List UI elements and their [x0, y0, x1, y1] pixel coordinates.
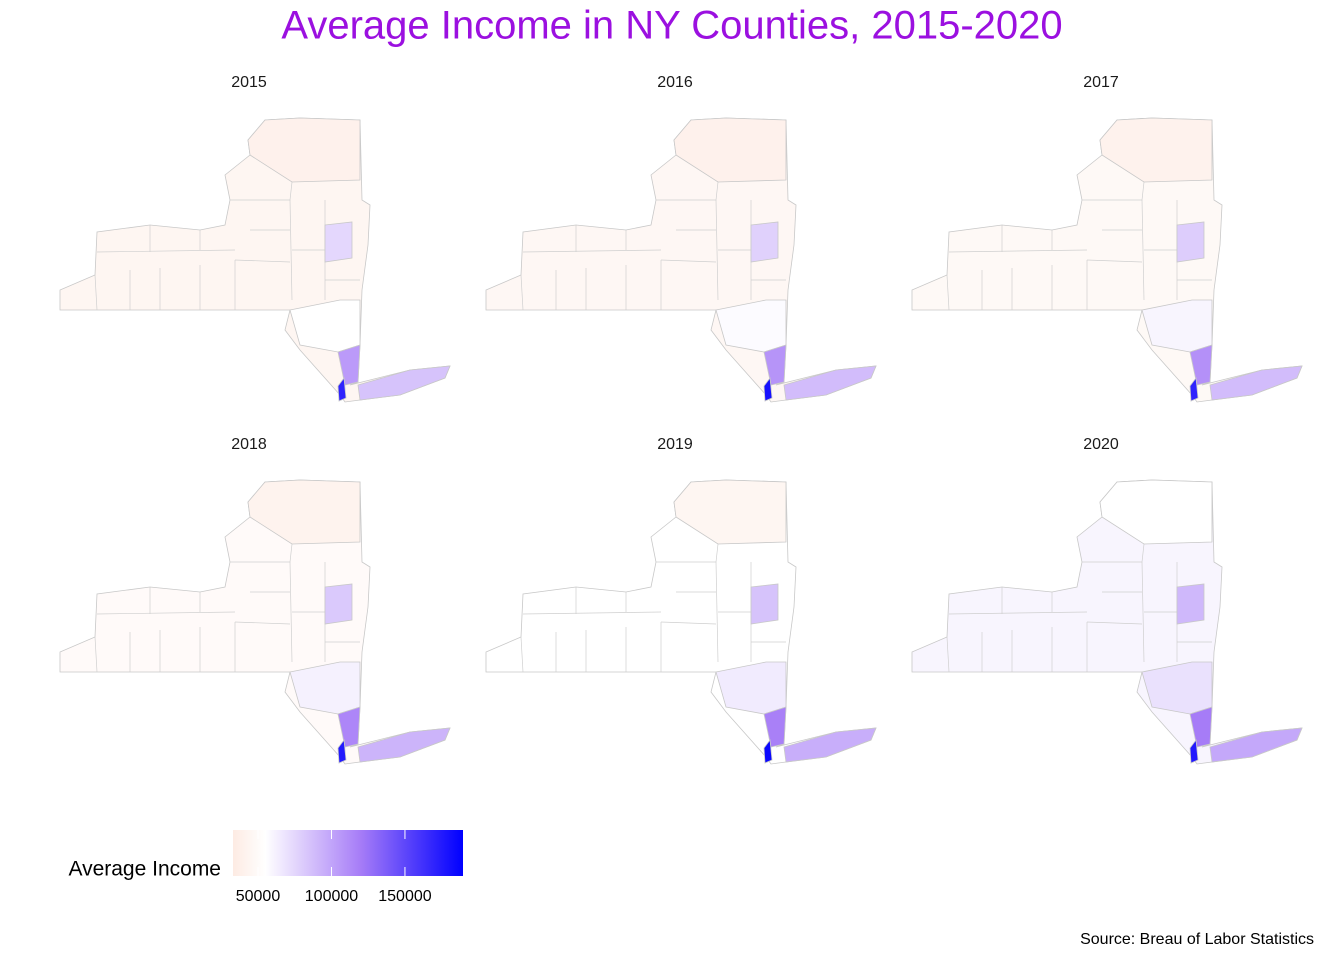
legend-bar [233, 830, 463, 876]
facet-title: 2017 [1083, 74, 1119, 91]
legend-title: Average Income [68, 858, 221, 881]
county-region [1209, 365, 1303, 401]
county-border [96, 611, 236, 615]
chart-title: Average Income in NY Counties, 2015-2020 [281, 4, 1062, 48]
county-border [522, 249, 662, 253]
county-region [673, 117, 787, 183]
county-region [715, 299, 787, 353]
county-region [289, 299, 361, 353]
county-border [1141, 561, 1145, 663]
county-region [1189, 344, 1213, 386]
county-region [1099, 479, 1213, 545]
facet-title: 2019 [657, 436, 693, 453]
map-panel [911, 117, 1303, 403]
county-region [485, 117, 877, 403]
county-region [783, 365, 877, 401]
county-border [520, 274, 524, 311]
county-border [289, 561, 293, 663]
map-panel [911, 479, 1303, 765]
county-region [750, 583, 779, 625]
county-border [660, 259, 717, 263]
county-region [1189, 706, 1213, 748]
county-border [234, 621, 291, 625]
county-region [1099, 117, 1213, 183]
county-region [750, 221, 779, 263]
county-region [763, 376, 773, 402]
county-region [1189, 376, 1199, 402]
county-region [247, 479, 361, 545]
legend-tick-label: 50000 [236, 888, 281, 905]
county-border [948, 249, 1088, 253]
county-border [94, 636, 98, 673]
county-border [660, 621, 717, 625]
county-region [1176, 583, 1205, 625]
county-region [324, 221, 353, 263]
county-border [948, 611, 1088, 615]
facet-title: 2018 [231, 436, 267, 453]
source-note: Source: Breau of Labor Statistics [1080, 931, 1314, 948]
county-border [94, 274, 98, 311]
county-region [337, 706, 361, 748]
facet-title: 2016 [657, 74, 693, 91]
county-region [337, 376, 347, 402]
county-region [763, 738, 773, 764]
county-border [1141, 199, 1145, 301]
county-border [289, 199, 293, 301]
map-panel [485, 117, 877, 403]
county-region [357, 365, 451, 401]
county-border [520, 636, 524, 673]
county-region [357, 727, 451, 763]
county-region [59, 117, 451, 403]
county-region [485, 479, 877, 765]
county-border [715, 199, 719, 301]
county-border [96, 249, 236, 253]
county-border [946, 636, 950, 673]
map-panel [59, 479, 451, 765]
county-region [911, 479, 1303, 765]
county-border [1086, 621, 1143, 625]
county-border [522, 611, 662, 615]
county-region [1176, 221, 1205, 263]
county-region [715, 661, 787, 715]
facet-title: 2015 [231, 74, 267, 91]
county-region [289, 661, 361, 715]
county-border [234, 259, 291, 263]
map-panel [485, 479, 877, 765]
county-border [946, 274, 950, 311]
county-region [763, 344, 787, 386]
county-region [1141, 661, 1213, 715]
county-region [911, 117, 1303, 403]
county-border [1086, 259, 1143, 263]
county-region [673, 479, 787, 545]
county-region [763, 706, 787, 748]
map-panel [59, 117, 451, 403]
county-region [1209, 727, 1303, 763]
county-region [783, 727, 877, 763]
county-region [247, 117, 361, 183]
county-border [715, 561, 719, 663]
county-region [337, 738, 347, 764]
county-region [337, 344, 361, 386]
county-region [1141, 299, 1213, 353]
legend-tick-label: 150000 [378, 888, 431, 905]
county-region [1189, 738, 1199, 764]
county-region [324, 583, 353, 625]
facet-title: 2020 [1083, 436, 1119, 453]
legend-tick-label: 100000 [305, 888, 358, 905]
county-region [59, 479, 451, 765]
